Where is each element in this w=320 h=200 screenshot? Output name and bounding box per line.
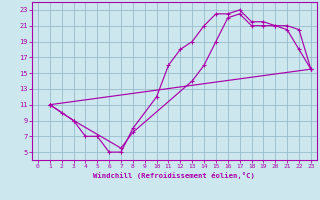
X-axis label: Windchill (Refroidissement éolien,°C): Windchill (Refroidissement éolien,°C) — [93, 172, 255, 179]
